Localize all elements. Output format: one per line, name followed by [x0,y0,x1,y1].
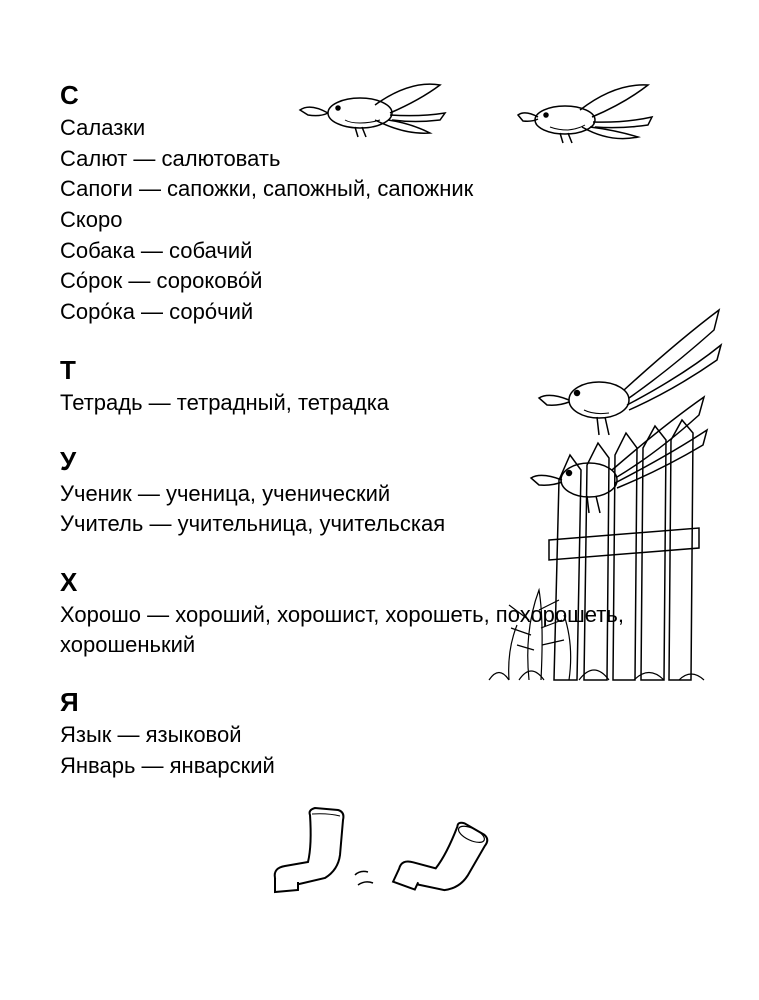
word-entry: Собака — собачий [60,236,699,266]
section-s: С Салазки Салют — салютовать Сапоги — са… [60,80,699,327]
letter-heading: Т [60,355,699,386]
word-entry: Учитель — учительница, учительская [60,509,699,539]
word-entry: Январь — январский [60,751,699,781]
word-entry: Салазки [60,113,699,143]
letter-heading: Х [60,567,699,598]
letter-heading: С [60,80,699,111]
section-u: У Ученик — ученица, ученический Учитель … [60,446,699,539]
letter-heading: У [60,446,699,477]
word-entry: Соро́ка — соро́чий [60,297,699,327]
word-entry: Скоро [60,205,699,235]
word-entry: Тетрадь — тетрадный, тетрадка [60,388,699,418]
word-entry: Со́рок — сороково́й [60,266,699,296]
dictionary-content: С Салазки Салют — салютовать Сапоги — са… [60,80,699,781]
word-entry: Сапоги — сапожки, сапожный, сапожник [60,174,699,204]
letter-heading: Я [60,687,699,718]
section-ya: Я Язык — языковой Январь — январский [60,687,699,780]
boots-illustration [260,800,500,920]
section-h: Х Хорошо — хороший, хорошист, хорошеть, … [60,567,699,659]
section-t: Т Тетрадь — тетрадный, тетрадка [60,355,699,418]
word-entry: Язык — языковой [60,720,699,750]
word-entry: Хорошо — хороший, хорошист, хорошеть, по… [60,600,699,659]
word-entry: Салют — салютовать [60,144,699,174]
word-entry: Ученик — ученица, ученический [60,479,699,509]
